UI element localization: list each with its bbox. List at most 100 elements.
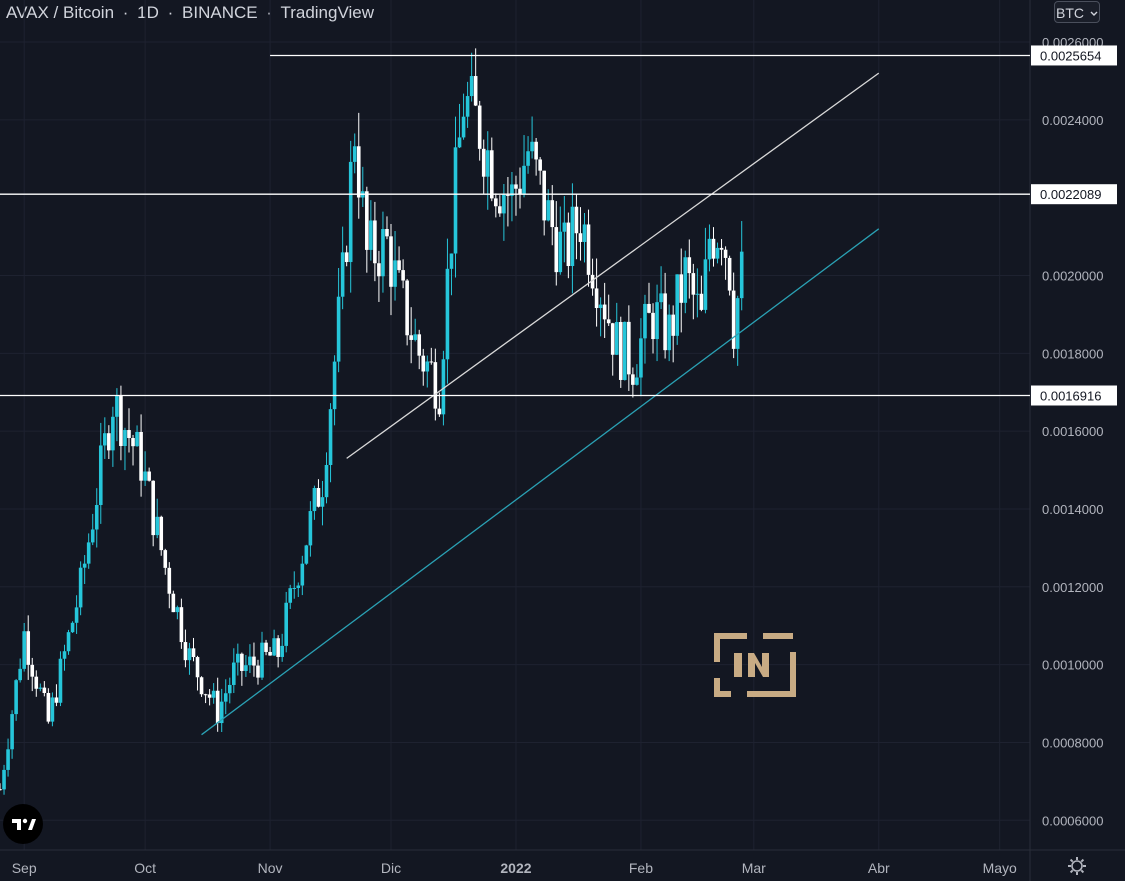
candle-body <box>409 335 413 340</box>
candle-down <box>433 348 438 421</box>
channel-trend-line[interactable] <box>346 72 880 459</box>
candle-body <box>534 141 538 160</box>
currency-button[interactable]: BTC <box>1054 1 1100 23</box>
candle-body <box>119 395 123 447</box>
candle-down <box>195 655 200 691</box>
candle-down <box>389 223 393 316</box>
candle-body <box>18 668 22 681</box>
candle-up <box>336 268 341 373</box>
candle-body <box>10 714 14 750</box>
candle-up <box>340 226 345 310</box>
candle-up <box>381 211 385 293</box>
candle-down <box>534 138 538 176</box>
candle-body <box>627 321 631 375</box>
candle-up <box>659 266 663 310</box>
candle-up <box>90 513 95 546</box>
symbol-pair[interactable]: AVAX / Bitcoin <box>6 3 115 22</box>
candle-up <box>103 417 107 459</box>
candle-body <box>22 631 26 669</box>
candle-body <box>103 433 107 446</box>
candle-body <box>635 377 639 385</box>
candle-body <box>167 567 172 594</box>
candle-body <box>494 198 498 207</box>
candle-body <box>606 319 611 324</box>
candle-up <box>66 629 71 655</box>
platform-label: TradingView <box>280 3 375 22</box>
candle-down <box>481 139 486 195</box>
candle-up <box>735 295 740 366</box>
candle-body <box>602 304 607 320</box>
candle-body <box>574 206 579 234</box>
candle-body <box>433 362 438 409</box>
price-level-label: 0.0016916 <box>1040 389 1101 404</box>
candle-down <box>151 480 155 547</box>
candle-body <box>94 504 99 530</box>
candle-up <box>155 498 160 539</box>
time-axis[interactable]: Sep Oct Nov Dic 2022 Feb Mar Abr Mayo <box>12 860 1017 876</box>
candle-up <box>332 355 337 426</box>
candle-down <box>159 515 164 556</box>
candle-up <box>675 274 680 345</box>
candle-down <box>171 590 176 613</box>
drawing-overlays <box>0 54 1030 736</box>
time-tick-label: Sep <box>12 860 37 876</box>
candle-up <box>18 658 22 683</box>
candle-down <box>34 670 39 697</box>
candle-up <box>530 116 534 159</box>
candle-body <box>538 159 542 171</box>
candle-body <box>457 137 462 148</box>
price-axis[interactable]: 0.00260000.00240000.00200000.00180000.00… <box>1031 35 1117 828</box>
candle-body <box>417 334 422 356</box>
candle-up <box>244 655 248 677</box>
candle-body <box>445 268 450 360</box>
candle-down <box>566 212 571 279</box>
candle-body <box>614 322 619 355</box>
interval-label[interactable]: 1D <box>137 3 159 22</box>
candle-body <box>98 445 103 505</box>
candle-up <box>739 221 744 311</box>
candle-body <box>340 252 345 297</box>
candle-body <box>510 184 514 196</box>
candle-body <box>522 165 526 194</box>
candle-up <box>58 651 63 707</box>
candle-up <box>143 451 147 486</box>
candle-up <box>211 683 216 704</box>
candle-body <box>2 769 6 790</box>
candle-body <box>655 302 659 340</box>
candle-up <box>187 642 192 675</box>
candle-body <box>292 587 297 589</box>
candle-down <box>203 693 208 704</box>
tradingview-logo[interactable] <box>3 804 43 844</box>
candle-down <box>477 100 482 161</box>
candle-body <box>203 694 208 696</box>
candle-body <box>171 593 176 613</box>
support-trend-line[interactable] <box>201 228 880 736</box>
candle-body <box>663 293 667 351</box>
gear-icon[interactable] <box>1066 855 1088 877</box>
candle-down <box>554 201 559 286</box>
candle-up <box>14 679 18 721</box>
price-level-badge <box>1031 385 1117 406</box>
candle-down <box>578 207 583 261</box>
candle-body <box>518 188 522 194</box>
candle-down <box>240 652 244 686</box>
candle-up <box>94 488 99 548</box>
candle-body <box>312 488 317 512</box>
candle-body <box>115 395 119 417</box>
candle-body <box>139 431 143 481</box>
candle-down <box>699 275 704 312</box>
candle-down <box>679 248 684 333</box>
candle-body <box>381 229 385 277</box>
candle-up <box>292 571 297 599</box>
candle-down <box>542 170 546 236</box>
candle-down <box>163 548 168 575</box>
candle-down <box>119 385 123 461</box>
candle-body <box>469 76 474 97</box>
candle-body <box>485 150 490 177</box>
candle-down <box>610 322 615 376</box>
candle-body <box>739 251 744 299</box>
time-tick-label: Feb <box>629 860 653 876</box>
candle-body <box>586 224 591 275</box>
candle-down <box>268 646 272 656</box>
